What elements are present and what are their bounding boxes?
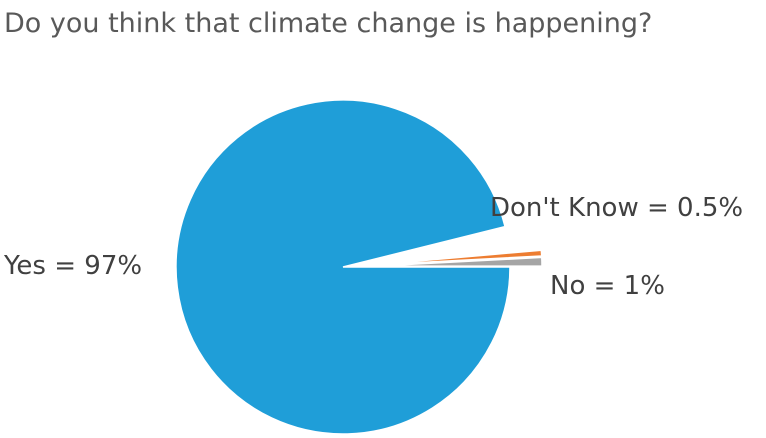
pie-slice-yes [175, 99, 511, 435]
slice-label-dont-know: Don't Know = 0.5% [490, 193, 744, 223]
pie-slice-don-t-know [374, 249, 543, 266]
pie-slice-no [374, 256, 543, 267]
slice-label-yes: Yes = 97% [4, 251, 143, 281]
slice-label-no: No = 1% [550, 271, 665, 301]
chart-title: Do you think that climate change is happ… [4, 8, 653, 39]
